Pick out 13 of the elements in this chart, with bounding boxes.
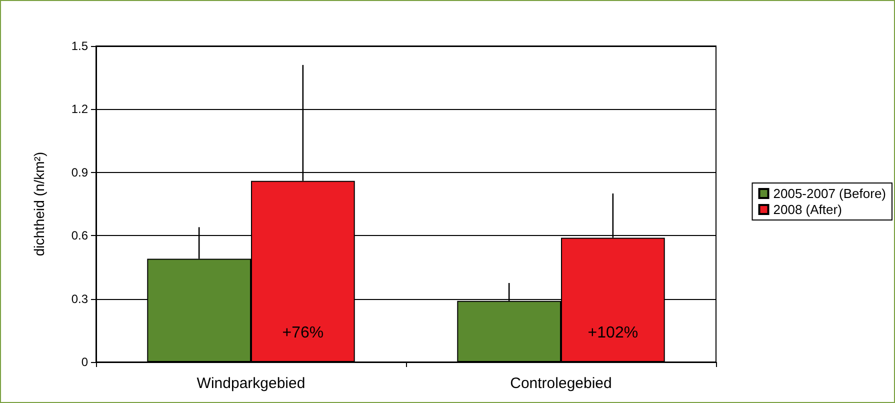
y-tick-label: 0 xyxy=(81,355,88,369)
legend-label: 2008 (After) xyxy=(773,202,842,217)
annotation: +76% xyxy=(282,324,324,342)
legend-label: 2005-2007 (Before) xyxy=(773,186,886,201)
x-tick-label: Windparkgebied xyxy=(196,375,306,392)
annotation: +102% xyxy=(588,324,638,342)
y-axis-title: dichtheid (n/km²) xyxy=(31,152,47,256)
y-tick-label: 1.2 xyxy=(71,102,88,116)
y-tick-label: 0.6 xyxy=(71,228,88,243)
y-tick-label: 0.3 xyxy=(71,292,88,306)
y-tick-label: 1.5 xyxy=(71,39,88,53)
y-tick-label: 0.9 xyxy=(71,165,88,180)
x-tick-label: Controlegebied xyxy=(510,375,612,392)
